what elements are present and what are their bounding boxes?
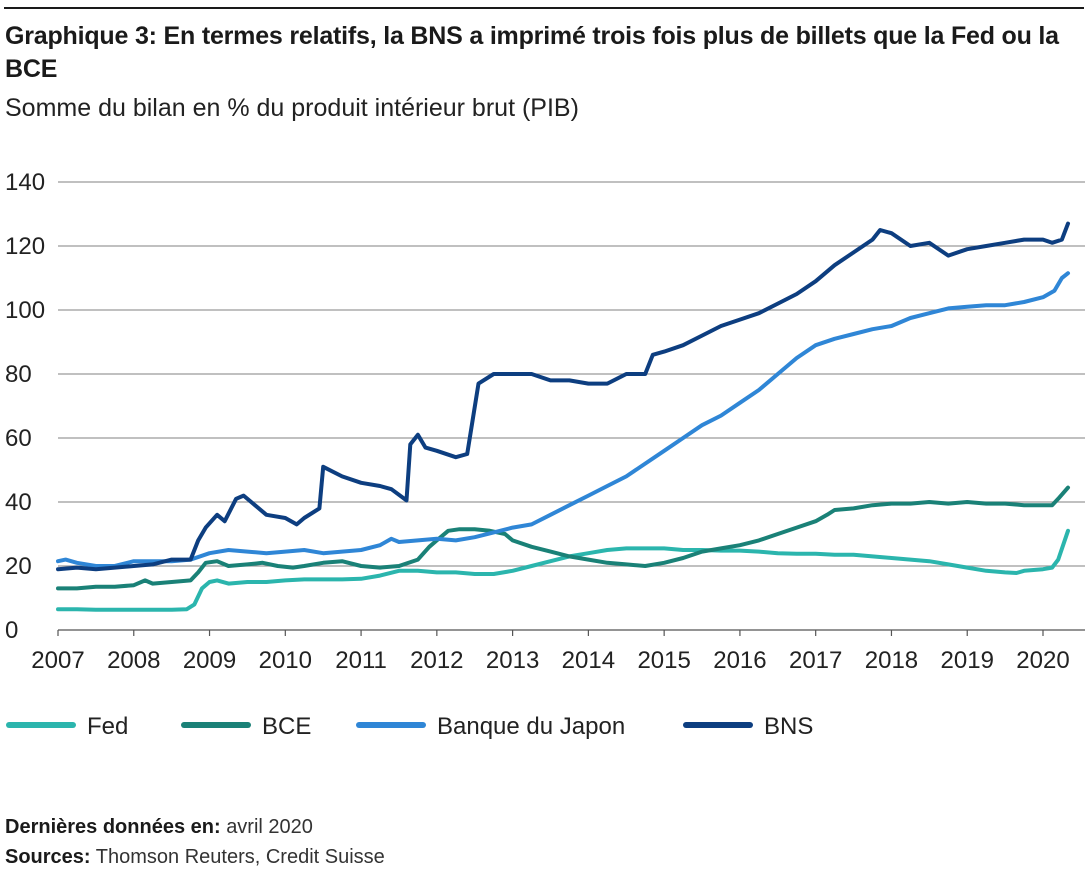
sources-value: Thomson Reuters, Credit Suisse — [95, 846, 385, 868]
y-tick-label: 60 — [5, 425, 32, 452]
y-grid — [58, 181, 1085, 567]
x-tick-label: 2019 — [941, 647, 994, 674]
x-tick-label: 2012 — [410, 647, 463, 674]
sources-note: Sources: Thomson Reuters, Credit Suisse — [5, 845, 385, 869]
x-tick-label: 2010 — [259, 647, 312, 674]
chart-subtitle: Somme du bilan en % du produit intérieur… — [5, 94, 579, 122]
legend-label-3: BNS — [764, 713, 813, 740]
y-tick-label: 140 — [5, 169, 45, 196]
y-tick-label: 100 — [5, 297, 45, 324]
last-data-label: Dernières données en: — [5, 816, 221, 838]
legend-label-1: BCE — [262, 713, 311, 740]
x-tick-label: 2018 — [865, 647, 918, 674]
legend-label-0: Fed — [87, 713, 128, 740]
x-tick-label: 2011 — [335, 647, 387, 674]
x-tick-label: 2007 — [31, 647, 84, 674]
x-tick-label: 2016 — [713, 647, 766, 674]
chart-title: Graphique 3: En termes relatifs, la BNS … — [5, 22, 1059, 83]
y-tick-label: 20 — [5, 553, 32, 580]
x-tick-label: 2009 — [183, 647, 236, 674]
y-axis-ticks: 0 20 40 60 80 100 120 140 — [5, 169, 45, 644]
x-tick-label: 2008 — [107, 647, 160, 674]
x-tick-label: 2013 — [486, 647, 539, 674]
top-rule — [4, 7, 1084, 9]
series-line-0 — [56, 528, 1070, 612]
legend: Fed BCE Banque du Japon BNS — [6, 713, 813, 740]
y-tick-label: 0 — [5, 617, 18, 644]
y-tick-label: 120 — [5, 233, 45, 260]
series-line-3 — [56, 221, 1070, 572]
y-tick-label: 80 — [5, 361, 32, 388]
x-axis: 2007 2008 2009 2010 2011 2012 2013 2014 2015 2016… — [31, 629, 1085, 674]
x-tick-label: 2017 — [789, 647, 842, 674]
series-line-2 — [56, 271, 1070, 568]
y-tick-label: 40 — [5, 489, 32, 516]
last-data-value: avril 2020 — [226, 816, 313, 838]
legend-label-2: Banque du Japon — [437, 713, 625, 740]
x-tick-label: 2020 — [1016, 647, 1069, 674]
sources-label: Sources: — [5, 846, 91, 868]
last-data-note: Dernières données en: avril 2020 — [5, 815, 313, 839]
x-tick-label: 2014 — [562, 647, 615, 674]
series-lines — [56, 221, 1070, 612]
x-tick-label: 2015 — [637, 647, 690, 674]
series-line-1 — [56, 485, 1070, 591]
